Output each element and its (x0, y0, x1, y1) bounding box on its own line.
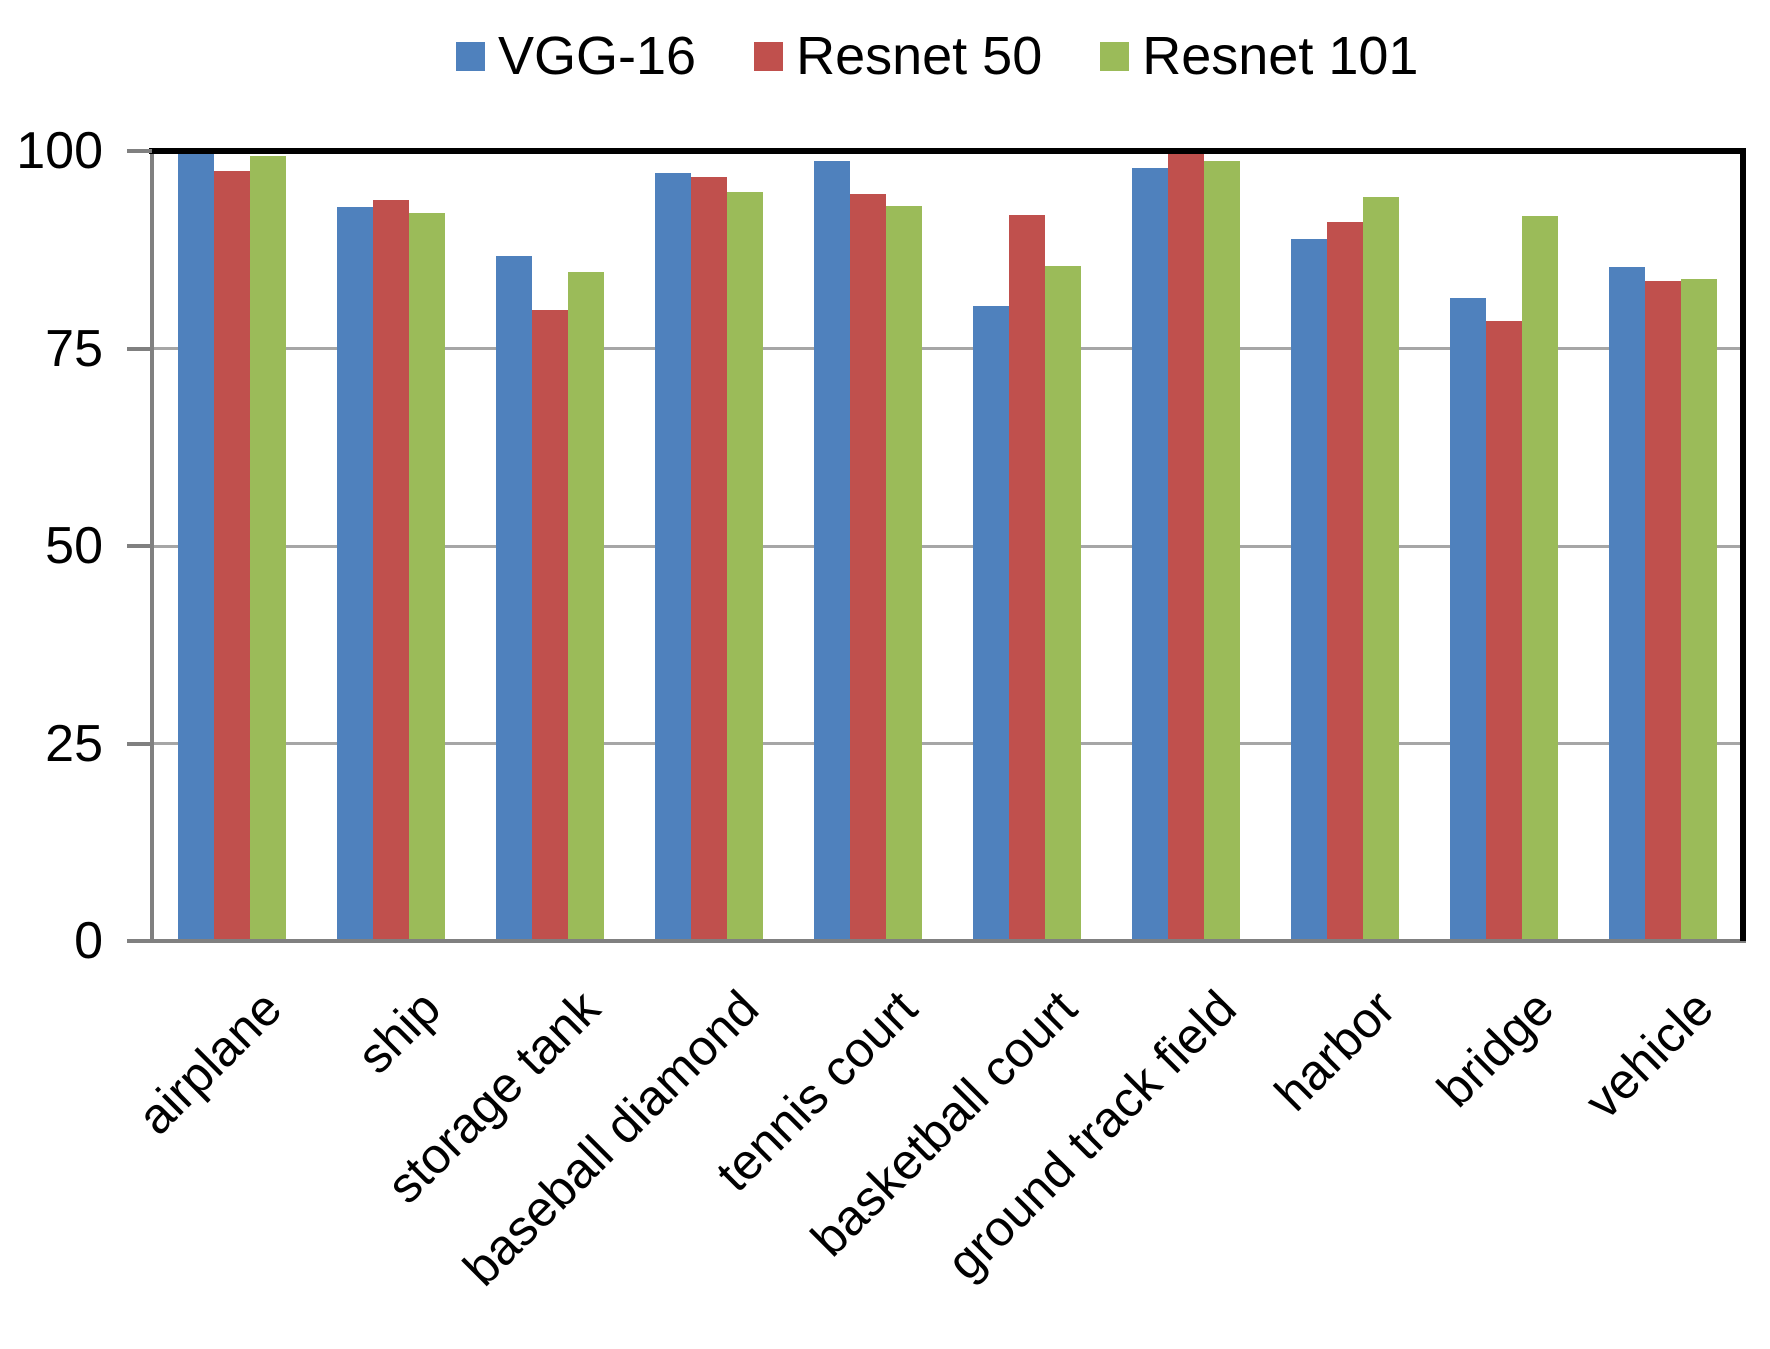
bar-resnet-50-bridge (1486, 321, 1523, 939)
x-category-label-harbor: harbor (1263, 979, 1406, 1122)
bar-resnet-101-tennis-court (885, 205, 922, 939)
gridline-25 (152, 742, 1743, 745)
legend-label: VGG-16 (498, 26, 697, 86)
bar-resnet-50-tennis-court (849, 194, 886, 939)
bar-resnet-50-ground-track-field (1168, 149, 1205, 939)
y-tick-mark-0 (127, 939, 152, 943)
legend-item-vgg-16: VGG-16 (456, 28, 696, 84)
legend-swatch-icon (1100, 41, 1130, 71)
bar-vgg-16-vehicle (1609, 266, 1646, 939)
y-tick-mark-25 (127, 741, 152, 746)
x-axis-line (150, 939, 1746, 943)
legend-swatch-icon (754, 41, 784, 71)
bar-resnet-101-harbor (1363, 197, 1400, 939)
y-axis-line (150, 151, 154, 943)
legend-swatch-icon (456, 41, 485, 71)
bar-vgg-16-bridge (1450, 297, 1487, 939)
bar-vgg-16-basketball-court (973, 306, 1010, 939)
bar-resnet-50-baseball-diamond (690, 177, 727, 939)
legend: VGG-16 Resnet 50 Resnet 101 (456, 28, 1418, 84)
x-category-label-baseball-diamond: baseball diamond (452, 979, 770, 1297)
bar-resnet-101-vehicle (1681, 278, 1718, 939)
x-category-label-bridge: bridge (1426, 979, 1565, 1118)
legend-label: Resnet 101 (1142, 26, 1419, 86)
gridline-50 (152, 544, 1743, 548)
legend-label: Resnet 50 (796, 26, 1043, 86)
x-category-label-airplane: airplane (126, 979, 292, 1146)
plot-right-border (1740, 148, 1746, 941)
bar-resnet-50-vehicle (1645, 280, 1682, 939)
bar-vgg-16-ground-track-field (1132, 167, 1169, 939)
bar-resnet-101-ground-track-field (1204, 160, 1241, 939)
bar-resnet-101-ship (408, 212, 445, 939)
bar-resnet-50-storage-tank (531, 310, 568, 939)
plot-top-border (149, 148, 1746, 154)
x-category-label-ship: ship (346, 979, 451, 1085)
bar-resnet-101-basketball-court (1045, 265, 1082, 939)
y-tick-mark-75 (127, 346, 152, 351)
bar-vgg-16-tennis-court (813, 160, 850, 939)
y-tick-label: 0 (74, 912, 103, 970)
legend-item-resnet-50: Resnet 50 (754, 28, 1042, 84)
y-tick-mark-50 (127, 544, 152, 548)
y-tick-label: 100 (16, 122, 103, 180)
gridline-75 (152, 347, 1743, 350)
bar-resnet-101-baseball-diamond (726, 191, 763, 939)
bar-vgg-16-baseball-diamond (654, 173, 691, 939)
y-tick-label: 75 (45, 319, 103, 378)
bar-vgg-16-ship (336, 207, 373, 939)
bar-vgg-16-airplane (177, 151, 214, 939)
bar-resnet-50-basketball-court (1009, 214, 1046, 939)
bar-resnet-101-airplane (249, 156, 286, 939)
x-category-label-ground-track-field: ground track field (935, 979, 1247, 1291)
y-tick-mark-100 (127, 149, 152, 153)
x-category-label-vehicle: vehicle (1574, 979, 1724, 1130)
y-tick-label: 25 (45, 714, 103, 773)
bar-vgg-16-storage-tank (495, 255, 532, 939)
bar-resnet-101-storage-tank (567, 272, 604, 939)
y-tick-label: 50 (45, 517, 103, 575)
legend-item-resnet-101: Resnet 101 (1100, 28, 1418, 84)
bar-resnet-50-harbor (1327, 222, 1364, 939)
bar-resnet-50-ship (372, 199, 409, 939)
bar-vgg-16-harbor (1291, 239, 1328, 939)
bar-resnet-50-airplane (213, 171, 250, 939)
bar-resnet-101-bridge (1522, 216, 1559, 939)
